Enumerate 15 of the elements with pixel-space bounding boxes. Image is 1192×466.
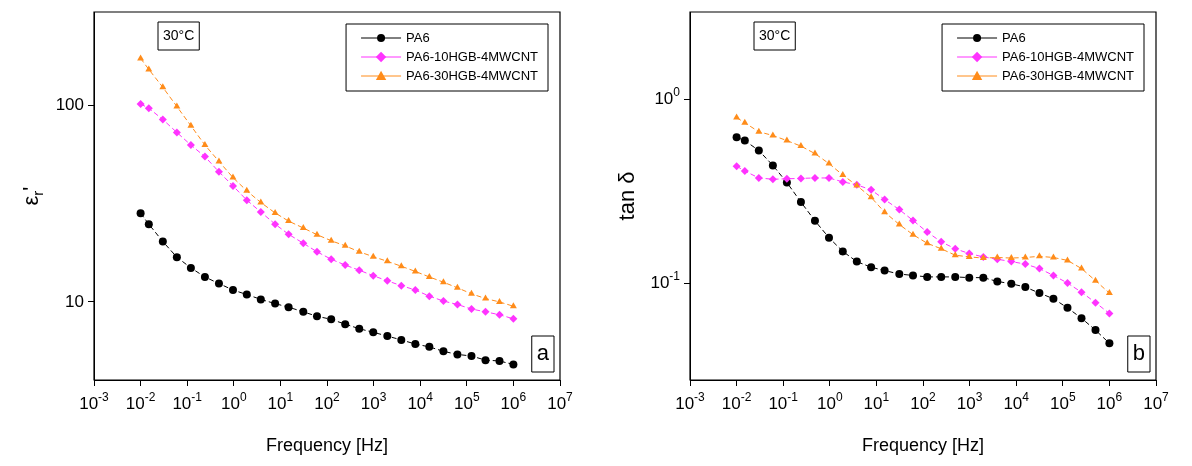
x-axis-title: Frequency [Hz] — [861, 434, 985, 455]
legend-label: PA6-10HGB-4MWCNT — [406, 48, 539, 64]
annotation: 30°C — [759, 26, 791, 43]
legend-label: PA6-10HGB-4MWCNT — [1002, 48, 1135, 64]
y-tick-label: 10 — [65, 291, 85, 311]
legend-label: PA6 — [1002, 29, 1026, 45]
x-axis-title: Frequency [Hz] — [265, 434, 389, 455]
y-axis-title: tan δ — [614, 171, 640, 221]
y-axis-title: εr' — [18, 186, 46, 206]
legend-label: PA6-30HGB-4MWCNT — [406, 67, 539, 83]
annotation: a — [536, 340, 550, 366]
annotation: 30°C — [163, 26, 195, 43]
annotation: b — [1132, 340, 1146, 366]
legend-label: PA6 — [406, 29, 430, 45]
legend-label: PA6-30HGB-4MWCNT — [1002, 67, 1135, 83]
